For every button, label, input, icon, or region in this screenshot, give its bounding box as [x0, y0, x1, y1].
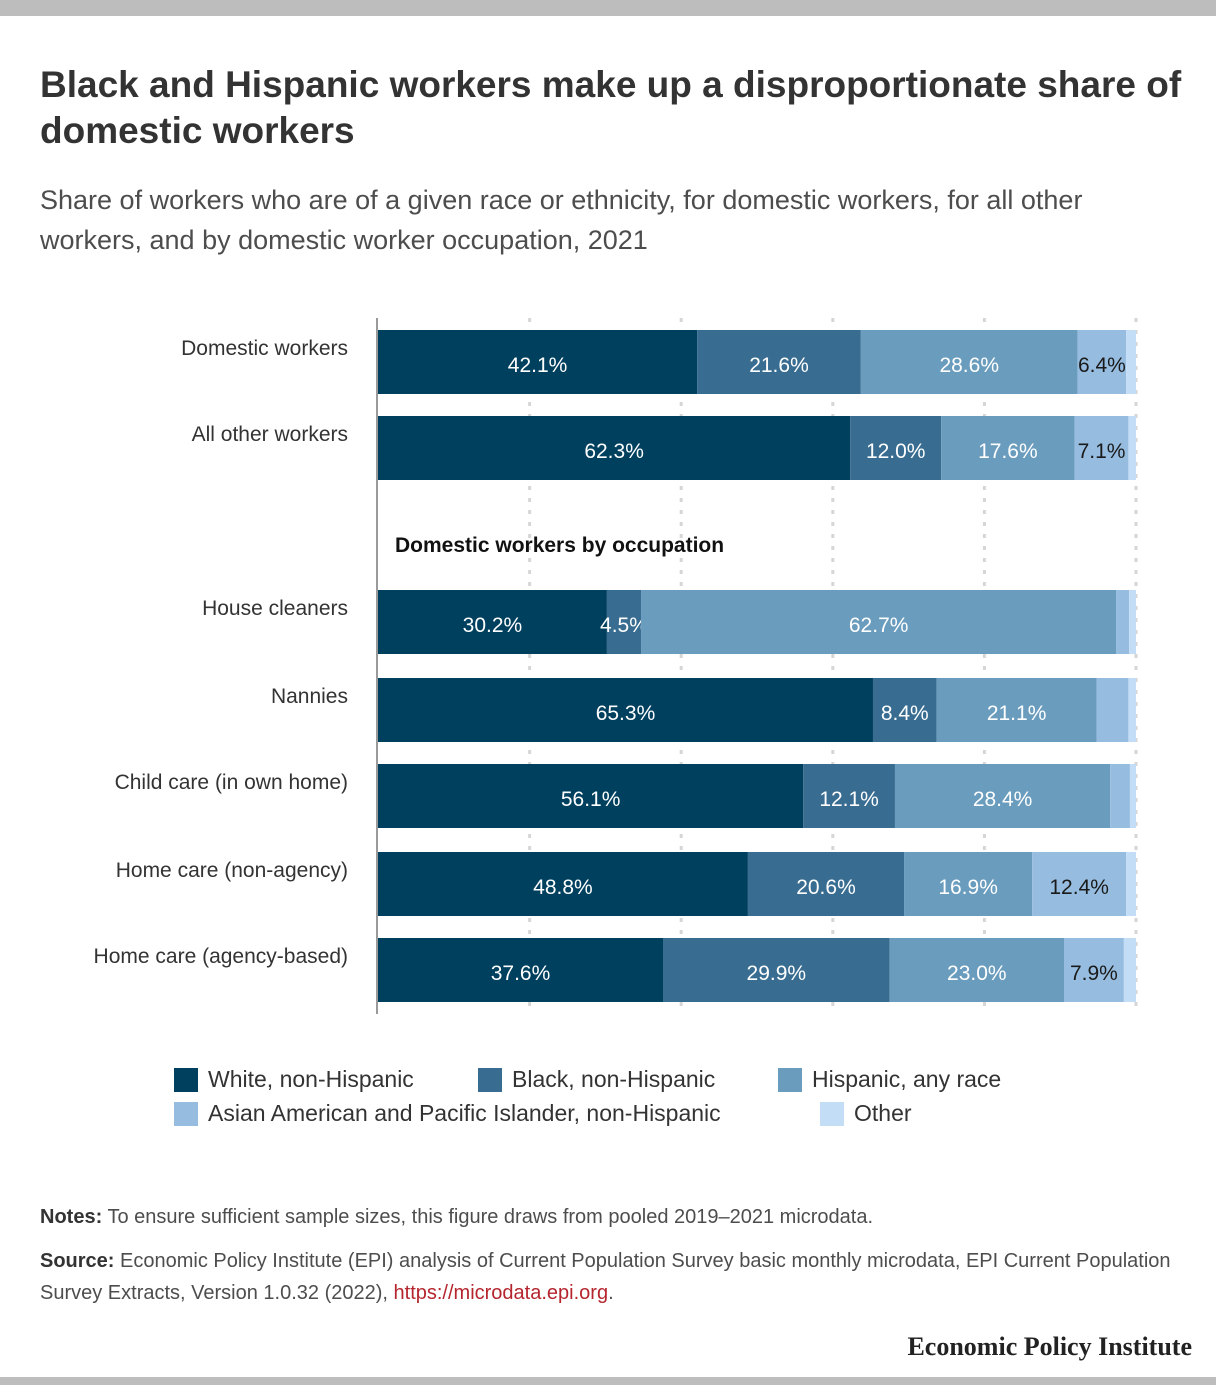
data-label: 12.0% [866, 440, 926, 463]
category-label: Nannies [271, 685, 348, 708]
bar-segment [936, 678, 1097, 742]
bar-segment [1110, 764, 1130, 828]
data-label: 28.4% [973, 788, 1033, 811]
legend-item: Asian American and Pacific Islander, non… [174, 1100, 721, 1127]
data-label: 12.4% [1049, 876, 1109, 899]
legend-swatch [478, 1067, 502, 1092]
data-label: 42.1% [508, 354, 568, 377]
legend-label: Black, non-Hispanic [512, 1066, 716, 1092]
legend-label: Asian American and Pacific Islander, non… [208, 1100, 721, 1126]
bar-segment [860, 330, 1078, 394]
bar-segment [378, 852, 748, 916]
bar-segment [663, 938, 890, 1002]
category-label: House cleaners [202, 597, 348, 620]
source-link[interactable]: https://microdata.epi.org [393, 1282, 609, 1304]
stacked-bar-chart: Domestic workers 42.1% 21.6% 28.6% 6.4% All o… [94, 318, 1138, 1014]
legend-item: White, non-Hispanic [174, 1066, 414, 1093]
bar-segment [641, 590, 1117, 654]
legend-item: Other [820, 1100, 912, 1127]
bar-segment [378, 764, 804, 828]
bar-segment [747, 852, 905, 916]
bar-segment [941, 416, 1075, 480]
category-label: Child care (in own home) [115, 771, 348, 794]
source-end: . [608, 1282, 614, 1304]
chart-source: Source: Economic Policy Institute (EPI) … [40, 1245, 1190, 1309]
bar-segment [378, 678, 873, 742]
data-label: 17.6% [978, 440, 1038, 463]
bar-segment [1074, 416, 1129, 480]
chart-title: Black and Hispanic workers make up a dis… [40, 64, 1182, 151]
legend-swatch [820, 1101, 844, 1126]
data-label: 30.2% [463, 614, 523, 637]
bar-segment [1077, 330, 1127, 394]
data-label: 21.1% [987, 702, 1047, 725]
bar-segment [1123, 938, 1136, 1002]
bar-segment [894, 764, 1111, 828]
bar-segment [1128, 678, 1136, 742]
bar-segment [1128, 416, 1136, 480]
legend-label: Other [854, 1100, 912, 1126]
legend-label: Hispanic, any race [812, 1066, 1002, 1092]
category-label: All other workers [192, 423, 348, 446]
category-label: Domestic workers [181, 337, 348, 360]
category-label: Home care (non-agency) [116, 859, 348, 882]
bar-segment [872, 678, 937, 742]
bar-segment [850, 416, 942, 480]
bar-segment [1063, 938, 1124, 1002]
data-label: 56.1% [561, 788, 621, 811]
bottom-border-bar [0, 1377, 1216, 1385]
data-label: 6.4% [1078, 354, 1126, 377]
chart-subtitle: Share of workers who are of a given race… [40, 185, 1083, 255]
bar-segment [606, 590, 642, 654]
data-label: 65.3% [596, 702, 656, 725]
category-label: Home care (agency-based) [94, 945, 348, 968]
legend-item: Hispanic, any race [778, 1066, 1001, 1093]
brand-logo-text: Economic Policy Institute [907, 1332, 1192, 1361]
data-label: 62.3% [584, 440, 644, 463]
source-label: Source: [40, 1250, 115, 1272]
bar-segment [1032, 852, 1127, 916]
bar-segment [697, 330, 861, 394]
data-label: 48.8% [533, 876, 593, 899]
bar-segment [378, 590, 607, 654]
data-label: 20.6% [796, 876, 856, 899]
data-label: 28.6% [939, 354, 999, 377]
top-border-bar [0, 0, 1216, 16]
data-label: 21.6% [749, 354, 809, 377]
data-label: 62.7% [849, 614, 909, 637]
legend-swatch [778, 1067, 802, 1092]
section-label: Domestic workers by occupation [395, 534, 724, 557]
bar-segment [1129, 590, 1136, 654]
data-label: 12.1% [819, 788, 879, 811]
data-label: 7.1% [1078, 440, 1126, 463]
data-label: 4.5% [600, 614, 648, 637]
data-label: 23.0% [947, 962, 1007, 985]
data-label: 16.9% [938, 876, 998, 899]
data-label: 8.4% [881, 702, 929, 725]
legend-label: White, non-Hispanic [208, 1066, 414, 1092]
bar-segment [378, 938, 664, 1002]
bar-segment [378, 330, 698, 394]
legend-swatch [174, 1067, 198, 1092]
bar-segment [1116, 590, 1130, 654]
bar-segment [904, 852, 1033, 916]
bar-segment [1126, 330, 1136, 394]
data-label: 29.9% [747, 962, 807, 985]
chart-notes: Notes: To ensure sufficient sample sizes… [40, 1202, 1190, 1232]
bar-segment [1129, 764, 1136, 828]
source-text: Economic Policy Institute (EPI) analysis… [40, 1250, 1171, 1304]
notes-text: To ensure sufficient sample sizes, this … [107, 1206, 874, 1228]
data-label: 37.6% [491, 962, 551, 985]
notes-label: Notes: [40, 1206, 103, 1228]
chart-legend: White, non-Hispanic Black, non-Hispanic Hi… [174, 1066, 1074, 1136]
data-label: 7.9% [1070, 962, 1118, 985]
bar-segment [1126, 852, 1136, 916]
bar-segment [378, 416, 851, 480]
legend-swatch [174, 1101, 198, 1126]
bar-segment [1096, 678, 1129, 742]
bar-segment [803, 764, 895, 828]
bar-segment [889, 938, 1064, 1002]
legend-item: Black, non-Hispanic [478, 1066, 715, 1093]
